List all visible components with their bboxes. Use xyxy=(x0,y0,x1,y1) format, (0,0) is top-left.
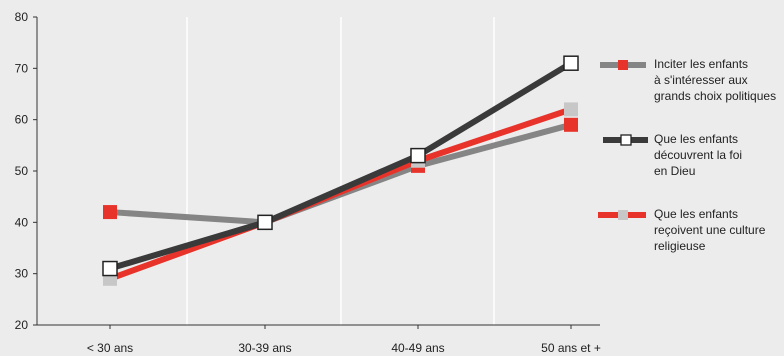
legend-label: Que les enfants xyxy=(654,207,738,221)
legend-label: en Dieu xyxy=(654,164,695,178)
legend: Inciter les enfants à s'intéresser aux gra… xyxy=(598,57,776,253)
grid xyxy=(186,17,495,325)
axes: 20 30 40 50 60 70 80 < 30 ans 30-39 ans 40-49 ans… xyxy=(15,10,601,355)
y-tick-label: 30 xyxy=(15,267,29,281)
legend-label: Que les enfants xyxy=(654,132,738,146)
x-tick-label: < 30 ans xyxy=(87,341,133,355)
y-tick-label: 50 xyxy=(15,164,29,178)
series-1-point xyxy=(564,117,578,132)
y-tick-label: 80 xyxy=(15,10,29,24)
x-tick-label: 50 ans et + xyxy=(541,341,601,355)
series-2-point xyxy=(257,214,273,231)
x-tick-label: 30-39 ans xyxy=(238,341,291,355)
y-tick-label: 70 xyxy=(15,61,29,75)
legend-label: découvrent la foi xyxy=(654,148,742,162)
series-1-point xyxy=(103,205,117,220)
series-2-point xyxy=(563,55,579,71)
legend-swatch-marker-3 xyxy=(618,210,628,220)
y-tick-label: 60 xyxy=(15,113,29,127)
y-tick-label: 40 xyxy=(15,215,29,229)
legend-label: Inciter les enfants xyxy=(654,57,748,71)
legend-label: grands choix politiques xyxy=(654,89,776,103)
series xyxy=(102,55,579,286)
x-tick-label: 40-49 ans xyxy=(391,341,444,355)
legend-swatch-marker-2 xyxy=(620,134,632,146)
legend-swatch-marker-1 xyxy=(618,60,628,70)
series-line-2 xyxy=(109,60,573,272)
y-tick-label: 20 xyxy=(15,318,29,332)
legend-label: religieuse xyxy=(654,239,706,253)
legend-label: à s'intéresser aux xyxy=(654,73,748,87)
series-3-point xyxy=(564,102,578,117)
legend-label: reçoivent une culture xyxy=(654,223,766,237)
series-2-point xyxy=(410,147,426,164)
series-2-point xyxy=(102,260,118,277)
